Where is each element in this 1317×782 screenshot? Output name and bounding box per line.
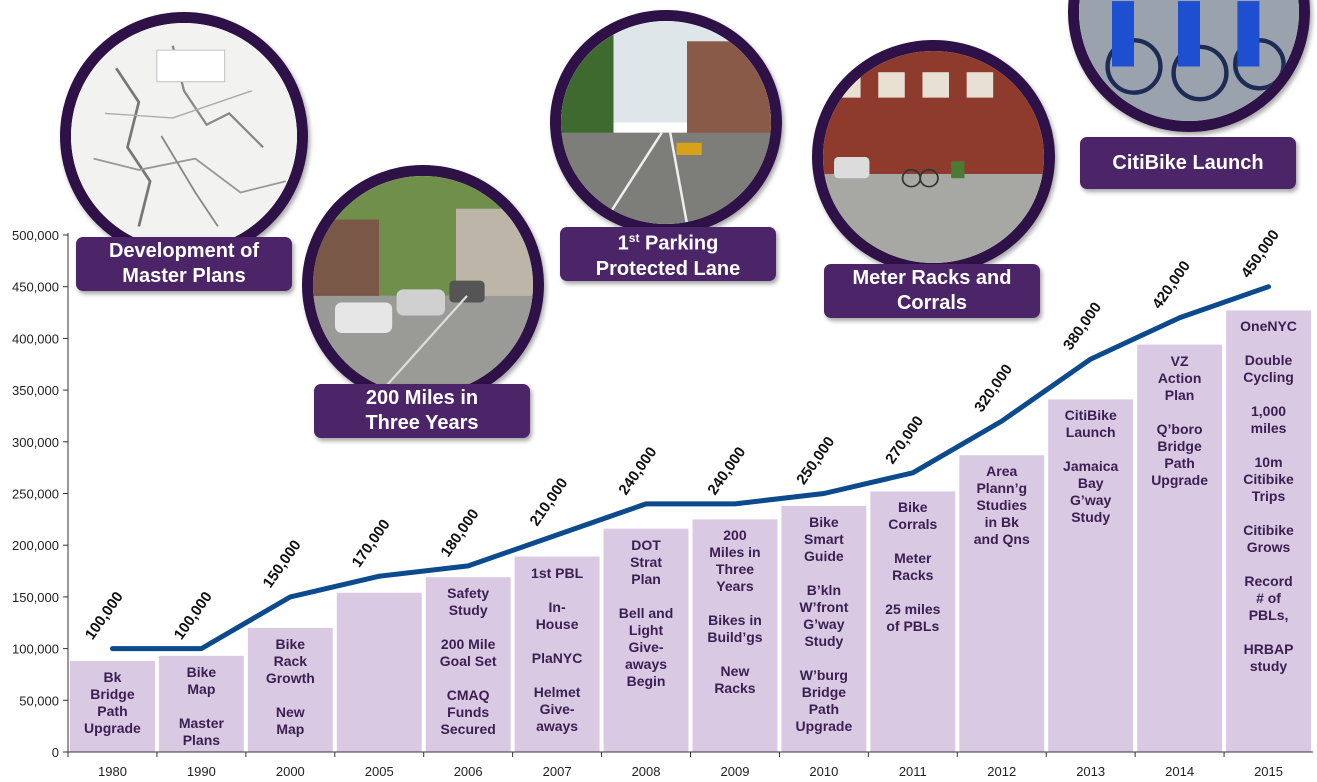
data-label-2006: 180,000 (438, 506, 483, 560)
master-plan-map-photo (60, 12, 308, 260)
data-label-2014: 420,000 (1149, 258, 1194, 312)
y-axis: 0 50,000 100,000 150,000 200,000 250,000 300,0… (12, 228, 69, 760)
y-tick-label: 100,000 (12, 642, 59, 657)
bars (70, 310, 1311, 752)
x-tick-label-2015: 2015 (1254, 764, 1283, 779)
x-tick-label-2005: 2005 (365, 764, 394, 779)
ridership-line-path (109, 284, 1272, 652)
y-tick-label: 400,000 (12, 331, 59, 346)
data-label-2012: 320,000 (971, 361, 1016, 415)
data-label-2010: 250,000 (793, 434, 838, 488)
bar-2009 (692, 519, 778, 752)
callout-citibike-launch-text: CitiBike Launch (1112, 151, 1264, 174)
bar-annotation-2009: 200 Miles in Three Years Bikes in Build’… (707, 527, 763, 697)
citibike-dock-photo (1068, 0, 1310, 132)
data-label-2005: 170,000 (349, 516, 394, 570)
y-tick-label: 250,000 (12, 487, 59, 502)
protected-lane-photo (550, 10, 782, 235)
bar-2007 (514, 556, 600, 752)
data-label-2011: 270,000 (882, 413, 927, 467)
bar-2015 (1226, 310, 1311, 752)
y-tick-label: 0 (52, 745, 59, 760)
ridership-line (109, 284, 1272, 652)
x-tick-label-2000: 2000 (276, 764, 305, 779)
bar-annotation-first-line: 1st PBL (531, 564, 584, 581)
data-label-2013: 380,000 (1060, 299, 1105, 353)
bar-2014 (1137, 344, 1223, 752)
bar-1990 (158, 655, 244, 752)
x-tick-label-2011: 2011 (899, 764, 927, 779)
data-label-1990: 100,000 (171, 589, 216, 643)
bar-2010 (781, 505, 867, 752)
x-tick-label-2010: 2010 (809, 764, 838, 779)
x-tick-label-2007: 2007 (543, 764, 572, 779)
y-tick-label: 350,000 (12, 383, 59, 398)
data-label-2009: 240,000 (704, 444, 749, 498)
bar-1980 (70, 661, 155, 752)
bar-annotation-2013: CitiBike Launch Jamaica Bay G’way Study (1063, 407, 1119, 526)
callout-200-miles: 200 Miles in Three Years (314, 384, 530, 438)
x-tick-label-2008: 2008 (632, 764, 661, 779)
x-tick-label-2006: 2006 (454, 764, 483, 779)
callout-master-plans-text: Development of Master Plans (108, 240, 260, 287)
street-parked-cars-photo (302, 165, 544, 405)
bar-annotation-2000: Bike Rack Growth New Map (265, 635, 315, 737)
callout-meter-racks-text: Meter Racks and Corrals (852, 267, 1012, 314)
x-tick-label-1990: 1990 (187, 764, 216, 779)
y-tick-label: 450,000 (12, 280, 59, 295)
y-tick-label: 50,000 (19, 693, 59, 708)
bar-annotation-2008: DOT Strat Plan Bell and Light Give- away… (618, 536, 674, 689)
callout-parking-protected-lane: 1st Parking Protected Lane (560, 227, 776, 281)
y-tick-label: 500,000 (12, 228, 59, 243)
data-label-1980: 100,000 (82, 589, 127, 643)
bar-2008 (603, 528, 689, 752)
y-tick-label: 150,000 (12, 590, 59, 605)
bar-annotation-2006: Safety Study 200 Mile Goal Set CMAQ Fund… (439, 585, 497, 738)
callout-200-miles-text: 200 Miles in Three Years (365, 387, 479, 434)
data-label-2007: 210,000 (526, 475, 571, 529)
bar-2006 (425, 577, 511, 752)
bar-2005 (336, 592, 422, 752)
x-tick-label-2012: 2012 (987, 764, 1016, 779)
bike-corral-photo (812, 40, 1055, 274)
bar-2012 (959, 455, 1045, 752)
bar-annotation-1980: Bk Bridge Path Upgrade (84, 669, 141, 736)
callout-parking-protected-num: 1 (617, 232, 629, 255)
bar-annotation-2007: 1st PBL In- House PlaNYC Helmet Give- aw… (531, 564, 584, 734)
x-tick-label-2014: 2014 (1165, 764, 1194, 779)
bar-annotation-1990: Bike Map Master Plans (178, 663, 224, 748)
bar-annotation-2012: Area Plann’g Studies in Bk and Qns (973, 463, 1030, 548)
data-label-2000: 150,000 (260, 537, 305, 591)
callout-parking-protected-rest: Parking Protected Lane (595, 232, 741, 280)
callout-citibike-launch: CitiBike Launch (1080, 137, 1296, 189)
x-tick-label-2013: 2013 (1076, 764, 1105, 779)
bar-annotation-2011: Bike Corrals Meter Racks 25 miles of PBL… (885, 499, 941, 635)
bar-annotation-2014: VZ Action Plan Q’boro Bridge Path Upgrad… (1151, 352, 1208, 488)
callout-parking-protected-sup: st (628, 231, 640, 246)
bar-annotation-2015: OneNYC Double Cycling 1,000 miles 10m Ci… (1240, 318, 1297, 675)
x-axis: 1980 1990 2000 2005 2006 2007 2008 2009 2010 2011… (67, 751, 1313, 779)
data-label-2008: 240,000 (615, 444, 660, 498)
bar-2013 (1048, 399, 1134, 752)
callout-meter-racks: Meter Racks and Corrals (824, 264, 1040, 318)
x-tick-label-2009: 2009 (721, 764, 750, 779)
bar-annotation-2010: Bike Smart Guide B’kln W’front G’way Stu… (795, 513, 853, 734)
data-label-2015: 450,000 (1238, 227, 1283, 281)
x-tick-label-1980: 1980 (98, 764, 127, 779)
y-tick-label: 200,000 (12, 538, 59, 553)
callout-master-plans: Development of Master Plans (76, 237, 292, 291)
bar-2011 (870, 491, 956, 752)
y-tick-label: 300,000 (12, 435, 59, 450)
bar-2000 (247, 627, 333, 752)
